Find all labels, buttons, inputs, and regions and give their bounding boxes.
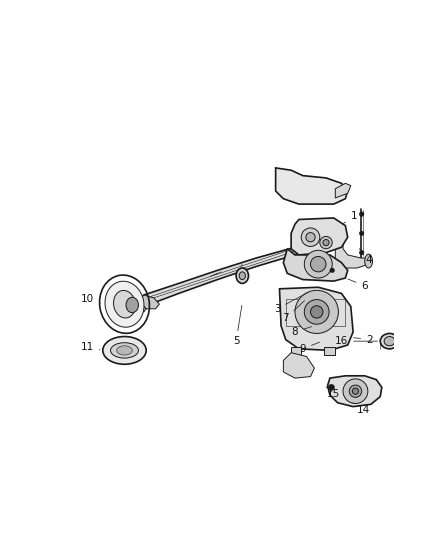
Ellipse shape	[330, 268, 335, 273]
Polygon shape	[325, 348, 336, 355]
Text: 6: 6	[348, 279, 368, 290]
Ellipse shape	[126, 297, 138, 313]
Polygon shape	[138, 295, 159, 309]
Ellipse shape	[110, 343, 138, 358]
Text: 11: 11	[81, 342, 100, 352]
Ellipse shape	[117, 346, 132, 355]
Ellipse shape	[236, 268, 248, 284]
Polygon shape	[328, 376, 382, 407]
Ellipse shape	[311, 306, 323, 318]
Ellipse shape	[304, 251, 332, 278]
Ellipse shape	[323, 239, 329, 246]
Text: 10: 10	[81, 294, 100, 304]
Polygon shape	[138, 233, 338, 306]
Text: 7: 7	[283, 301, 304, 323]
Ellipse shape	[343, 379, 368, 403]
Ellipse shape	[301, 228, 320, 246]
Polygon shape	[291, 348, 301, 355]
Polygon shape	[336, 183, 351, 198]
Text: 9: 9	[300, 342, 320, 354]
Ellipse shape	[359, 251, 364, 255]
Ellipse shape	[349, 385, 362, 398]
Text: 12: 12	[0, 532, 1, 533]
Text: 17: 17	[0, 532, 1, 533]
Ellipse shape	[295, 290, 339, 334]
Polygon shape	[407, 368, 438, 410]
Ellipse shape	[410, 322, 415, 329]
Polygon shape	[283, 249, 348, 281]
Ellipse shape	[328, 384, 335, 391]
Ellipse shape	[304, 300, 329, 324]
Text: 15: 15	[327, 389, 340, 399]
Text: 1: 1	[342, 212, 357, 224]
Polygon shape	[415, 409, 428, 419]
Text: 8: 8	[292, 327, 312, 337]
Polygon shape	[279, 287, 353, 350]
Ellipse shape	[105, 281, 144, 327]
Ellipse shape	[311, 256, 326, 272]
Text: 13: 13	[0, 532, 1, 533]
Ellipse shape	[384, 336, 395, 346]
Ellipse shape	[113, 290, 135, 318]
Ellipse shape	[103, 336, 146, 364]
Ellipse shape	[428, 381, 438, 401]
Ellipse shape	[352, 388, 359, 394]
Polygon shape	[128, 299, 146, 312]
Text: 14: 14	[353, 403, 370, 415]
Polygon shape	[336, 238, 369, 268]
Polygon shape	[291, 218, 348, 255]
Ellipse shape	[359, 231, 364, 236]
Polygon shape	[283, 353, 314, 378]
Ellipse shape	[434, 386, 438, 396]
Ellipse shape	[320, 237, 332, 249]
Text: 2: 2	[353, 335, 373, 345]
Ellipse shape	[380, 334, 399, 349]
Text: 3: 3	[274, 293, 308, 314]
Ellipse shape	[421, 374, 438, 408]
Ellipse shape	[365, 254, 372, 268]
Ellipse shape	[306, 232, 315, 242]
Text: 16: 16	[335, 336, 378, 346]
Polygon shape	[276, 168, 348, 204]
Ellipse shape	[239, 272, 245, 280]
Text: 4: 4	[359, 249, 372, 265]
Ellipse shape	[359, 212, 364, 216]
Text: 5: 5	[233, 305, 242, 346]
